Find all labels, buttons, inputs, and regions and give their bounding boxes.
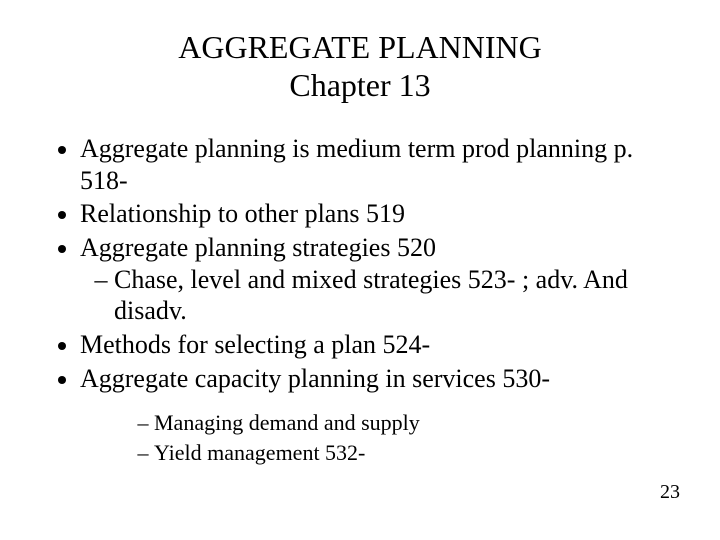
bullet-item: Aggregate capacity planning in services … <box>80 363 672 395</box>
footer-sub-list: Managing demand and supply Yield managem… <box>120 409 672 467</box>
footer-sub-block: Managing demand and supply Yield managem… <box>48 409 672 467</box>
sub-bullet-item: Chase, level and mixed strategies 523- ;… <box>114 264 672 327</box>
bullet-item: Aggregate planning is medium term prod p… <box>80 133 672 196</box>
bullet-item: Relationship to other plans 519 <box>80 198 672 230</box>
bullet-list: Aggregate planning is medium term prod p… <box>48 133 672 395</box>
footer-sub-text: Managing demand and supply <box>154 410 420 435</box>
footer-sub-item: Managing demand and supply <box>154 409 672 437</box>
sub-bullet-text: Chase, level and mixed strategies 523- ;… <box>114 265 628 326</box>
page-number: 23 <box>660 481 680 504</box>
footer-sub-item: Yield management 532- <box>154 439 672 467</box>
bullet-item: Methods for selecting a plan 524- <box>80 329 672 361</box>
bullet-text: Relationship to other plans 519 <box>80 199 405 228</box>
title-line-2: Chapter 13 <box>48 66 672 104</box>
bullet-text: Aggregate capacity planning in services … <box>80 364 550 393</box>
bullet-item: Aggregate planning strategies 520 Chase,… <box>80 232 672 327</box>
bullet-text: Methods for selecting a plan 524- <box>80 330 430 359</box>
slide: AGGREGATE PLANNING Chapter 13 Aggregate … <box>0 0 720 540</box>
slide-title: AGGREGATE PLANNING Chapter 13 <box>48 28 672 105</box>
title-line-1: AGGREGATE PLANNING <box>48 28 672 66</box>
sub-bullet-list: Chase, level and mixed strategies 523- ;… <box>80 264 672 327</box>
footer-sub-text: Yield management 532- <box>154 440 365 465</box>
bullet-text: Aggregate planning strategies 520 <box>80 233 436 262</box>
bullet-text: Aggregate planning is medium term prod p… <box>80 134 633 195</box>
